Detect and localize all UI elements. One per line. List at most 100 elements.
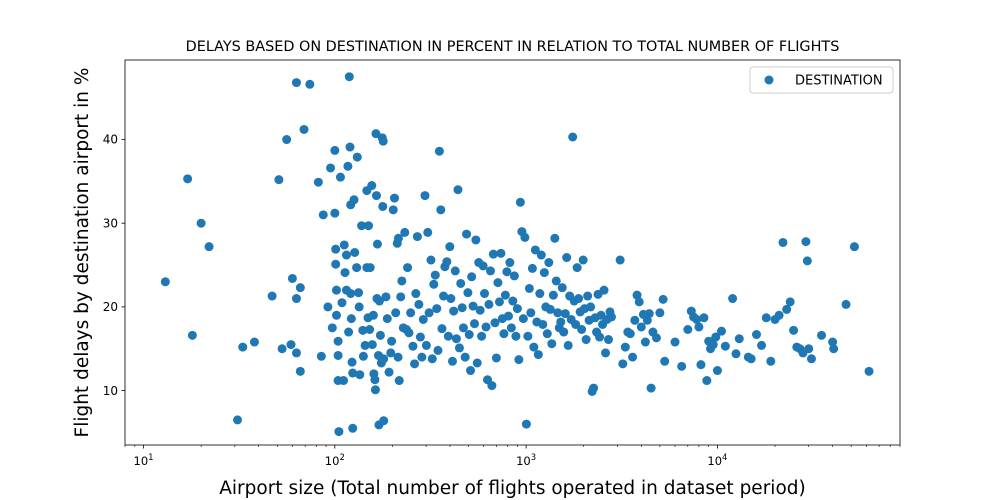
data-point	[801, 237, 811, 247]
data-point	[817, 330, 827, 340]
data-point	[379, 416, 389, 426]
data-point	[375, 330, 385, 340]
data-point	[462, 229, 472, 239]
data-point	[640, 337, 650, 347]
data-point	[295, 366, 305, 376]
data-point	[550, 233, 560, 243]
data-point	[331, 285, 341, 295]
data-point	[583, 291, 593, 301]
data-point	[487, 381, 497, 391]
data-point	[508, 296, 518, 306]
data-point	[291, 78, 301, 88]
data-point	[677, 361, 687, 371]
data-point	[469, 319, 479, 329]
data-point	[382, 314, 392, 324]
data-point	[457, 303, 467, 313]
data-point	[518, 314, 528, 324]
data-point	[412, 232, 422, 242]
data-point	[499, 329, 509, 339]
data-point	[655, 308, 665, 318]
data-point	[354, 302, 364, 312]
data-point	[183, 174, 193, 184]
data-point	[581, 335, 591, 345]
data-point	[446, 294, 456, 304]
data-point	[658, 294, 668, 304]
data-point	[274, 175, 284, 185]
data-point	[468, 301, 478, 311]
data-point	[397, 276, 407, 286]
data-point	[347, 357, 357, 367]
data-point	[360, 340, 370, 350]
data-point	[625, 329, 635, 339]
data-point	[365, 325, 375, 334]
x-tick-label: 103	[516, 453, 536, 468]
data-point	[571, 319, 581, 329]
data-point	[286, 340, 296, 350]
data-point	[538, 319, 548, 329]
data-point	[488, 249, 498, 259]
data-point	[535, 289, 545, 299]
data-point	[394, 376, 404, 386]
data-point	[358, 325, 368, 335]
x-axis-label: Airport size (Total number of flights op…	[219, 478, 805, 499]
data-point	[391, 308, 401, 318]
data-point	[841, 299, 851, 309]
data-point	[277, 344, 287, 354]
data-point	[503, 311, 513, 321]
data-point	[378, 201, 388, 211]
data-point	[699, 313, 709, 323]
data-point	[368, 310, 378, 320]
data-point	[646, 383, 656, 393]
data-point	[340, 268, 350, 278]
data-point	[829, 344, 839, 354]
data-point	[475, 305, 485, 315]
data-point	[346, 314, 356, 324]
data-point	[378, 136, 388, 146]
data-point	[466, 366, 476, 376]
data-point	[331, 259, 341, 269]
data-point	[427, 354, 437, 364]
data-point	[615, 255, 625, 265]
data-point	[350, 248, 360, 257]
data-point	[400, 227, 410, 237]
data-point	[551, 276, 561, 286]
data-point	[618, 359, 628, 369]
data-point	[233, 415, 243, 425]
data-point	[341, 250, 351, 260]
data-point	[660, 356, 670, 366]
data-point	[396, 292, 406, 302]
data-point	[789, 325, 799, 335]
data-point	[785, 297, 795, 307]
data-point	[349, 195, 359, 205]
data-point	[330, 208, 340, 218]
data-point	[515, 197, 525, 207]
data-point	[354, 288, 364, 298]
data-point	[334, 427, 344, 437]
data-point	[404, 328, 414, 338]
data-point	[364, 221, 374, 231]
data-point	[357, 221, 367, 231]
data-point	[299, 124, 309, 134]
data-point	[506, 323, 516, 333]
data-point	[521, 419, 531, 429]
data-point	[502, 267, 512, 277]
data-point	[421, 340, 431, 350]
data-point	[527, 263, 537, 273]
data-point	[411, 289, 421, 299]
y-tick-label: 10	[103, 384, 118, 398]
data-point	[802, 256, 812, 266]
data-point	[187, 330, 197, 340]
data-point	[305, 79, 315, 89]
data-point	[346, 289, 356, 299]
data-point	[450, 266, 460, 276]
data-point	[524, 283, 534, 293]
data-point	[454, 343, 464, 353]
data-point	[491, 353, 501, 363]
data-point	[371, 191, 381, 201]
data-point	[352, 263, 362, 273]
data-point	[734, 334, 744, 344]
data-point	[485, 266, 495, 276]
data-point	[533, 350, 543, 360]
data-point	[432, 304, 442, 314]
